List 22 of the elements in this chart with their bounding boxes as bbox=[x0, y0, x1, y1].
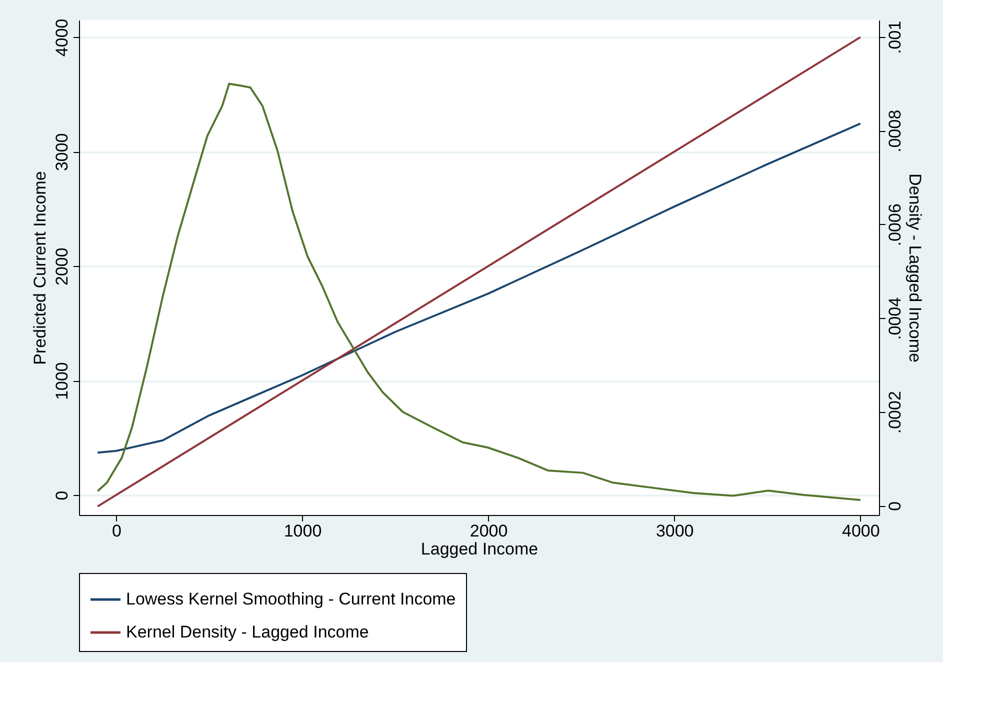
y-axis-title: Predicted Current Income bbox=[30, 171, 50, 365]
y2-tick-label: 0 bbox=[886, 501, 904, 511]
y2-tick-label: .0006 bbox=[886, 204, 904, 246]
y-tick-label: 2000 bbox=[52, 248, 72, 286]
y2-axis-title: Density - Lagged Income bbox=[906, 174, 924, 362]
y2-tick-label: .0002 bbox=[886, 391, 904, 434]
y2-tick-label: .0008 bbox=[886, 110, 904, 152]
x-tick-label: 3000 bbox=[656, 522, 694, 540]
x-tick-label: 0 bbox=[112, 522, 122, 540]
y-tick-label: 1000 bbox=[52, 362, 72, 400]
legend-label: Kernel Density - Lagged Income bbox=[126, 622, 369, 642]
x-tick-label: 2000 bbox=[470, 522, 508, 540]
y2-tick-label: .0004 bbox=[886, 297, 904, 340]
y-tick-label: 4000 bbox=[52, 18, 72, 57]
y-tick-label: 3000 bbox=[52, 133, 72, 172]
x-tick-label: 4000 bbox=[842, 522, 880, 540]
x-axis-title: Lagged Income bbox=[420, 540, 538, 558]
line-series bbox=[96, 122, 862, 454]
y2-tick-label: .001 bbox=[886, 20, 904, 54]
legend-label: Lowess Kernel Smoothing - Current Income bbox=[126, 590, 456, 608]
x-tick-label: 1000 bbox=[284, 522, 322, 540]
y-tick-label: 0 bbox=[52, 490, 72, 500]
